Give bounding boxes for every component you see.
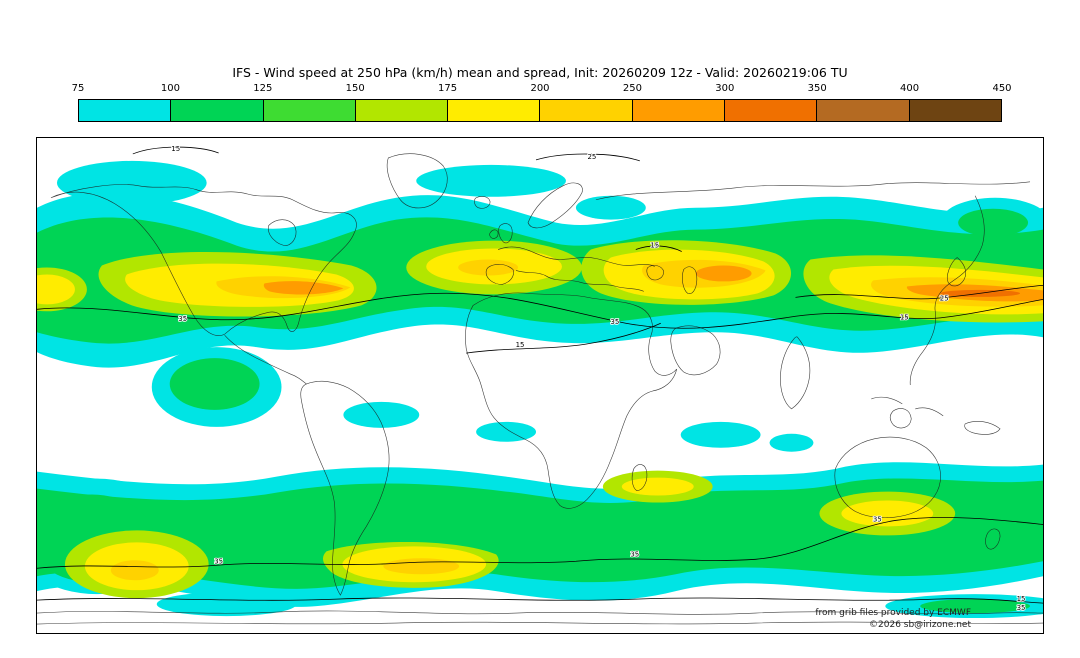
contour-label: 25 xyxy=(587,153,596,161)
colorbar-tick: 200 xyxy=(530,83,550,94)
contour-label: 35 xyxy=(873,515,882,523)
contour-label: 25 xyxy=(940,294,949,302)
colorbar-tick: 125 xyxy=(253,83,273,94)
contour-label: 15 xyxy=(650,242,659,250)
contour-label: 35 xyxy=(1017,604,1026,612)
colorbar-tick: 350 xyxy=(807,83,827,94)
colorbar-tick: 300 xyxy=(715,83,735,94)
contour-label: 15 xyxy=(171,145,180,153)
contour-label: 35 xyxy=(178,315,187,323)
contour-label: 15 xyxy=(900,313,909,321)
colorbar-cell xyxy=(263,100,356,121)
contour-label: 35 xyxy=(630,550,639,558)
colorbar-tick: 150 xyxy=(345,83,365,94)
contour-label: 35 xyxy=(214,557,223,565)
spread-contours xyxy=(37,146,1043,604)
colorbar-cell xyxy=(79,100,172,121)
colorbar-tick: 450 xyxy=(992,83,1012,94)
colorbar-cell xyxy=(632,100,726,121)
page-title: IFS - Wind speed at 250 hPa (km/h) mean … xyxy=(232,65,848,80)
colorbar-cell xyxy=(725,100,818,121)
attribution-source: from grib files provided by ECMWF xyxy=(815,608,971,618)
contour-label: 35 xyxy=(610,318,619,326)
colorbar-cell xyxy=(540,100,633,121)
contour-labels: 15 25 15 35 35 25 15 15 35 35 35 15 35 xyxy=(170,144,1026,613)
colorbar-cell xyxy=(355,100,449,121)
colorbar-tick: 75 xyxy=(71,83,85,94)
map-canvas: 15 25 15 35 35 25 15 15 35 35 35 15 35 xyxy=(37,144,1043,625)
colorbar-tick: 175 xyxy=(438,83,458,94)
colorbar-tick: 400 xyxy=(900,83,920,94)
colorbar-tick: 250 xyxy=(622,83,642,94)
colorbar-cell xyxy=(909,100,1001,121)
colorbar xyxy=(78,99,1002,122)
attribution: from grib files provided by ECMWF ©2026 … xyxy=(815,607,971,631)
attribution-copyright: ©2026 sb@irizone.net xyxy=(869,620,971,630)
weather-map: 15 25 15 35 35 25 15 15 35 35 35 15 35 f… xyxy=(36,137,1044,634)
colorbar-tick: 100 xyxy=(160,83,180,94)
coastlines xyxy=(37,153,1043,625)
colorbar-cell xyxy=(448,100,541,121)
colorbar-cell xyxy=(171,100,264,121)
contour-label: 15 xyxy=(516,341,525,349)
colorbar-ticks: 75 100 125 150 175 200 250 300 350 400 450 xyxy=(72,83,1012,96)
contour-label: 15 xyxy=(1017,595,1026,603)
colorbar-cell xyxy=(817,100,910,121)
